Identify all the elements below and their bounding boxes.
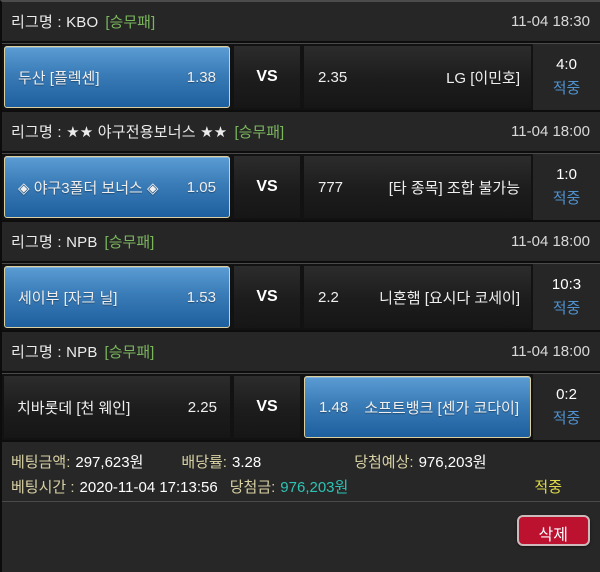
bottom-action-bar: 삭제	[2, 501, 600, 558]
away-odds: 2.2	[318, 288, 339, 306]
vs-label: VS	[234, 156, 300, 218]
vs-label: VS	[234, 266, 300, 328]
bet-time-label: 베팅시간 :	[11, 479, 75, 496]
match-score: 1:0	[556, 166, 577, 183]
win-amount-value: 976,203원	[280, 479, 349, 496]
bet-type-label: [승무패]	[105, 14, 156, 31]
home-pick-selected[interactable]: 두산 [플렉센] 1.38	[4, 46, 230, 108]
away-team-name: 니혼햄 [요시다 코세이]	[379, 289, 520, 307]
match-row: 세이부 [자크 닐] 1.53 VS 2.2 니혼햄 [요시다 코세이] 10:…	[2, 263, 600, 332]
expected-win-label: 당첨예상:	[354, 454, 414, 471]
away-pick[interactable]: 2.2 니혼햄 [요시다 코세이]	[304, 266, 531, 328]
win-amount-label: 당첨금:	[229, 479, 276, 496]
vs-label: VS	[234, 376, 300, 438]
home-team-name: 세이부 [자크 닐]	[18, 289, 118, 307]
hit-badge: 적중	[552, 300, 581, 317]
away-odds: 2.35	[318, 68, 348, 86]
match-time: 11-04 18:00	[511, 343, 590, 360]
match-row: ◈ 야구3폴더 보너스 ◈ 1.05 VS 777 [타 종목] 조합 불가능 …	[2, 153, 600, 222]
league-name: 리그명 : KBO	[11, 14, 99, 31]
match-row: 두산 [플렉센] 1.38 VS 2.35 LG [이민호] 4:0 적중	[2, 43, 600, 112]
away-team-name: LG [이민호]	[446, 69, 520, 87]
delete-button[interactable]: 삭제	[516, 514, 590, 546]
league-name: 리그명 : NPB	[11, 234, 98, 251]
score-column: 0:2 적중	[533, 374, 600, 440]
away-odds: 777	[318, 178, 344, 196]
league-header-npb-2: 리그명 : NPB [승무패] 11-04 18:00	[2, 332, 600, 373]
away-pick[interactable]: 2.35 LG [이민호]	[304, 46, 531, 108]
match-score: 0:2	[556, 386, 577, 403]
bet-summary: 베팅금액: 297,623원 배당률: 3.28 당첨예상: 976,203원 …	[2, 442, 600, 501]
away-pick[interactable]: 777 [타 종목] 조합 불가능	[304, 156, 531, 218]
league-name: 리그명 : ★★ 야구전용보너스 ★★	[11, 124, 228, 141]
hit-badge: 적중	[552, 80, 581, 97]
match-score: 10:3	[551, 276, 582, 293]
bet-amount-value: 297,623원	[75, 454, 144, 471]
home-pick[interactable]: 치바롯데 [천 웨인] 2.25	[4, 376, 230, 438]
home-team-name: ◈ 야구3폴더 보너스 ◈	[18, 179, 159, 197]
bet-type-label: [승무패]	[104, 234, 155, 251]
hit-badge: 적중	[552, 190, 581, 207]
score-column: 4:0 적중	[533, 44, 600, 110]
league-header-npb-1: 리그명 : NPB [승무패] 11-04 18:00	[2, 222, 600, 263]
hit-badge: 적중	[552, 410, 581, 427]
away-odds: 1.48	[319, 398, 349, 416]
match-time: 11-04 18:00	[511, 123, 590, 140]
home-pick-selected[interactable]: 세이부 [자크 닐] 1.53	[4, 266, 230, 328]
overall-hit-badge: 적중	[534, 479, 562, 496]
score-column: 1:0 적중	[533, 154, 600, 220]
away-pick-selected[interactable]: 1.48 소프트뱅크 [센가 코다이]	[304, 376, 531, 438]
bet-type-label: [승무패]	[234, 124, 285, 141]
home-team-name: 두산 [플렉센]	[18, 69, 100, 87]
away-team-name: 소프트뱅크 [센가 코다이]	[364, 399, 519, 417]
league-name: 리그명 : NPB	[11, 344, 98, 361]
bet-time-value: 2020-11-04 17:13:56	[79, 479, 218, 496]
match-time: 11-04 18:30	[511, 13, 590, 30]
bet-type-label: [승무패]	[104, 344, 155, 361]
match-time: 11-04 18:00	[511, 233, 590, 250]
home-odds: 1.38	[186, 68, 216, 86]
score-column: 10:3 적중	[533, 264, 600, 330]
away-team-name: [타 종목] 조합 불가능	[388, 179, 520, 197]
total-odds-value: 3.28	[231, 454, 262, 471]
match-score: 4:0	[556, 56, 577, 73]
home-odds: 2.25	[187, 398, 217, 416]
match-row: 치바롯데 [천 웨인] 2.25 VS 1.48 소프트뱅크 [센가 코다이] …	[2, 373, 600, 442]
summary-line-1: 베팅금액: 297,623원 배당률: 3.28 당첨예상: 976,203원	[11, 450, 590, 475]
home-team-name: 치바롯데 [천 웨인]	[17, 399, 131, 417]
summary-line-2: 베팅시간 : 2020-11-04 17:13:56 당첨금: 976,203원…	[11, 475, 590, 500]
league-header-kbo: 리그명 : KBO [승무패] 11-04 18:30	[2, 2, 600, 43]
total-odds-label: 배당률:	[181, 454, 227, 471]
bet-amount-label: 베팅금액:	[11, 454, 71, 471]
home-odds: 1.53	[186, 288, 216, 306]
home-pick-selected[interactable]: ◈ 야구3폴더 보너스 ◈ 1.05	[4, 156, 230, 218]
league-header-bonus: 리그명 : ★★ 야구전용보너스 ★★ [승무패] 11-04 18:00	[2, 112, 600, 153]
vs-label: VS	[234, 46, 300, 108]
home-odds: 1.05	[186, 178, 216, 196]
expected-win-value: 976,203원	[418, 454, 487, 471]
